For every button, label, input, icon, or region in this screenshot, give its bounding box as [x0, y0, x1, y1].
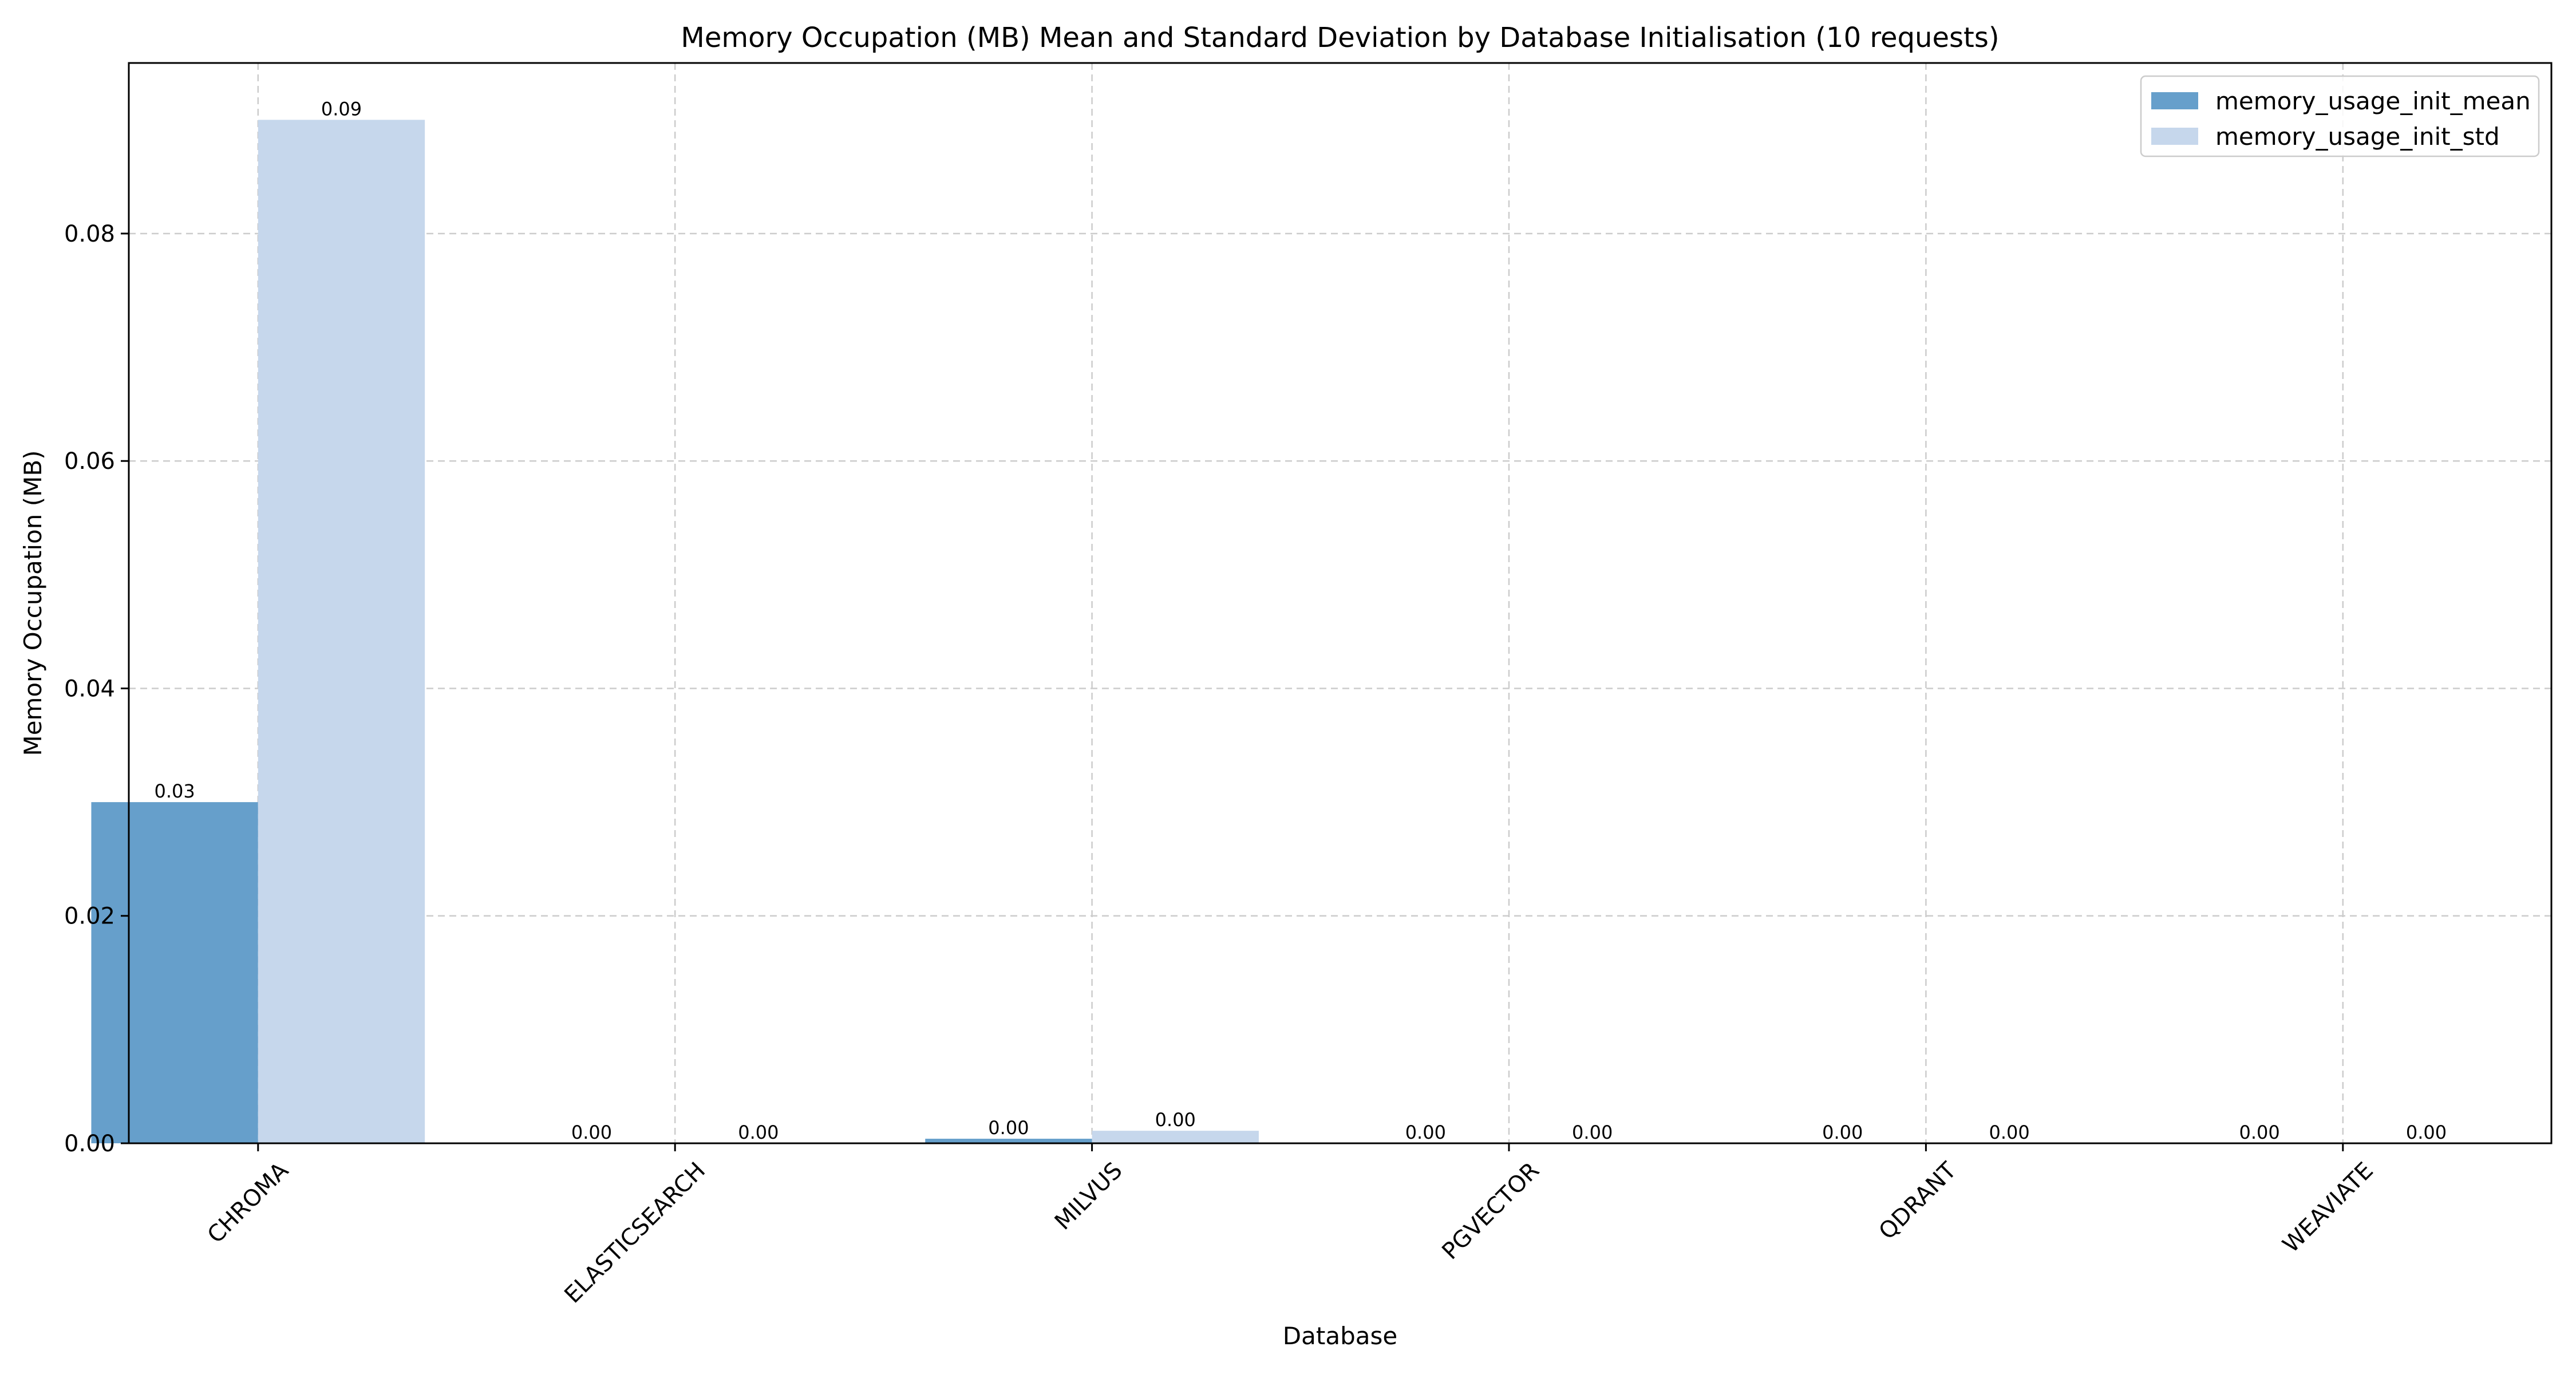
bar-value-label: 0.00: [988, 1117, 1029, 1139]
bar-value-label: 0.00: [1822, 1122, 1863, 1143]
bar-value-label: 0.09: [321, 98, 362, 120]
bars: [91, 120, 1259, 1143]
y-axis-label: Memory Occupation (MB): [19, 450, 47, 756]
plot-frame: [128, 62, 2553, 1144]
y-tick-label: 0.08: [64, 221, 115, 247]
bar-memory_usage_init_std: [1092, 1131, 1259, 1143]
legend-label: memory_usage_init_std: [2215, 123, 2500, 151]
bar-memory_usage_init_std: [258, 120, 425, 1143]
legend-box: [2140, 75, 2540, 157]
legend-swatch: [2151, 92, 2198, 109]
legend-swatch: [2151, 128, 2198, 145]
bar-value-label: 0.00: [1155, 1109, 1196, 1131]
data-labels: 0.03 0.00 0.00 0.00 0.00 0.00 0.09 0.00 0.00 0.00…: [154, 98, 2447, 1143]
bar-value-label: 0.00: [571, 1122, 612, 1143]
legend: memory_usage_init_mean memory_usage_init_…: [2140, 75, 2540, 157]
bar-value-label: 0.00: [2406, 1122, 2447, 1143]
bar-value-label: 0.00: [1989, 1122, 2029, 1143]
x-axis-label: Database: [1283, 1322, 1397, 1350]
bar-value-label: 0.03: [154, 780, 195, 802]
y-tick-label: 0.04: [64, 676, 115, 702]
bar-memory_usage_init_mean: [925, 1139, 1092, 1143]
bar-value-label: 0.00: [1405, 1122, 1446, 1143]
legend-label: memory_usage_init_mean: [2215, 87, 2531, 115]
bar-value-label: 0.00: [738, 1122, 779, 1143]
bar-memory_usage_init_mean: [91, 802, 258, 1143]
y-tick-label: 0.02: [64, 903, 115, 930]
bar-value-label: 0.00: [2239, 1122, 2279, 1143]
chart-title: Memory Occupation (MB) Mean and Standard…: [681, 22, 1999, 54]
y-tick-label: 0.00: [64, 1131, 115, 1157]
bar-value-label: 0.00: [1572, 1122, 1613, 1143]
y-tick-label: 0.06: [64, 448, 115, 475]
